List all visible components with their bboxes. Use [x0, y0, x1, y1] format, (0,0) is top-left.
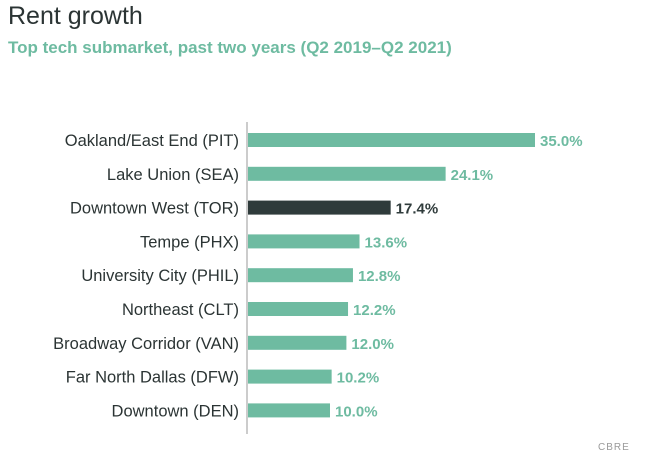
- value-label: 24.1%: [451, 167, 494, 184]
- bar: [248, 268, 353, 283]
- category-label: Broadway Corridor (VAN): [53, 335, 239, 353]
- bar: [248, 369, 332, 384]
- category-label: Downtown West (TOR): [70, 200, 239, 218]
- value-label: 12.0%: [351, 336, 394, 353]
- chart-subtitle: Top tech submarket, past two years (Q2 2…: [8, 38, 452, 57]
- bar: [248, 133, 535, 147]
- bar: [248, 302, 349, 316]
- bar: [248, 335, 347, 350]
- value-label: 12.2%: [353, 302, 396, 319]
- source-label: CBRE: [598, 442, 630, 453]
- category-label: Tempe (PHX): [140, 233, 239, 251]
- value-label: 10.0%: [335, 403, 378, 420]
- category-label: Far North Dallas (DFW): [66, 369, 239, 387]
- value-label: 13.6%: [365, 234, 408, 251]
- category-label: Downtown (DEN): [112, 402, 239, 420]
- category-label: Oakland/East End (PIT): [65, 132, 239, 150]
- category-label: University City (PHIL): [81, 267, 239, 285]
- category-label: Lake Union (SEA): [107, 166, 239, 184]
- value-label: 10.2%: [337, 370, 380, 387]
- value-label: 17.4%: [396, 201, 439, 218]
- chart-title: Rent growth: [8, 2, 143, 30]
- value-label: 35.0%: [540, 133, 583, 150]
- value-label: 12.8%: [358, 268, 401, 285]
- bar: [248, 234, 360, 249]
- bar: [248, 166, 446, 181]
- bar-highlighted: [248, 200, 391, 215]
- category-label: Northeast (CLT): [122, 301, 239, 319]
- bar: [248, 403, 330, 418]
